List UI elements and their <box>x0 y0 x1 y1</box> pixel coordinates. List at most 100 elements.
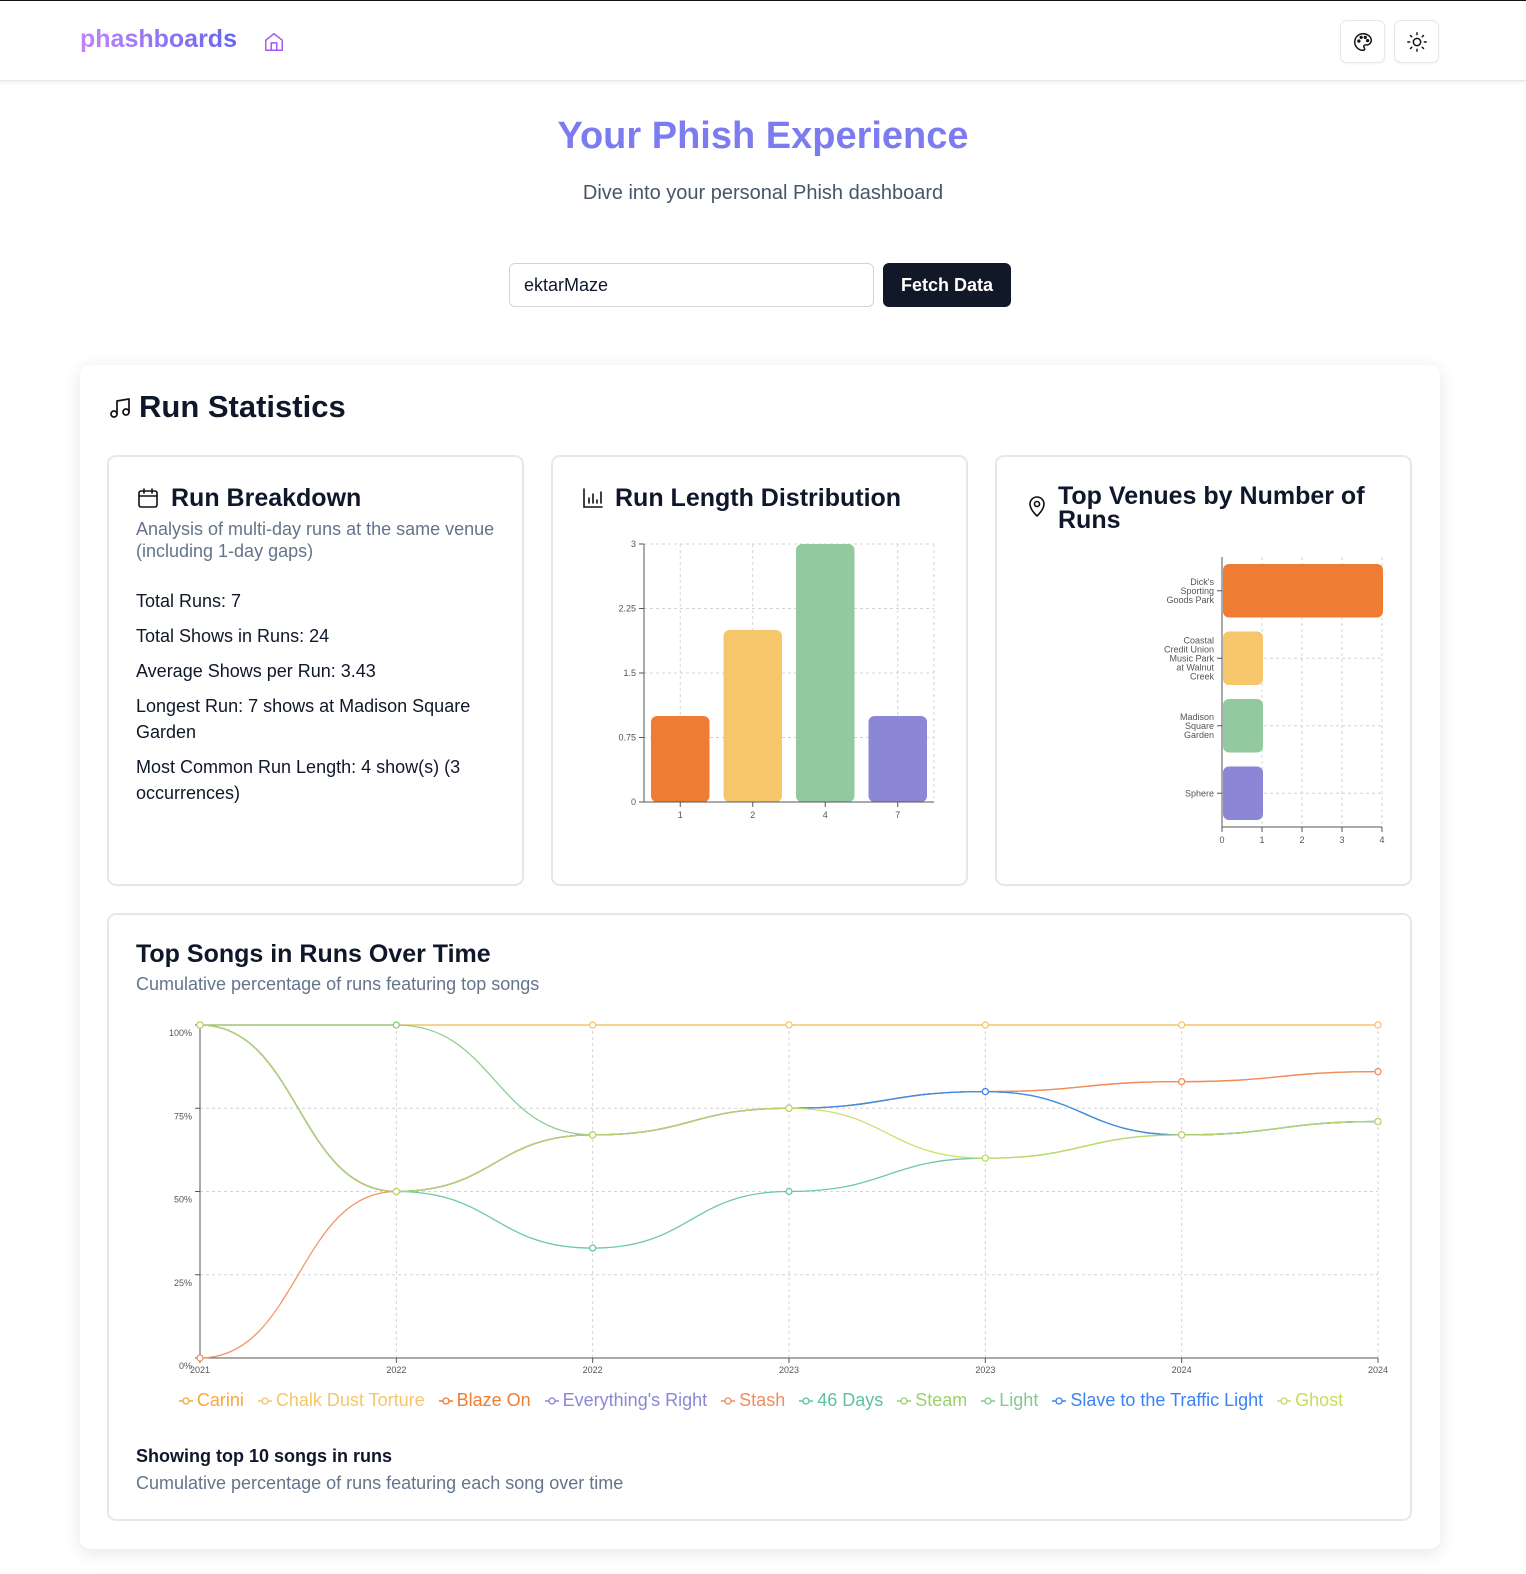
x-tick-label: 2024 <box>1368 1365 1388 1375</box>
point-ghost <box>196 1021 204 1029</box>
point-ghost <box>981 1154 989 1162</box>
y-tick-label: Coastal Credit Union Music Park at Walnut Cr… <box>1164 635 1215 681</box>
legend-label: 46 Days <box>817 1390 884 1410</box>
point-46-days <box>785 1187 793 1196</box>
top-songs-card <box>107 913 1412 1521</box>
legend-item-46-days[interactable]: 46 Days <box>799 1390 883 1411</box>
top-venues-chart: 0 1 2 3 4 Dick's Sporting Goods Park Coastal Cred… <box>1164 557 1385 845</box>
x-tick-label: 2021 <box>190 1365 210 1375</box>
card-title: Run Length Distribution <box>615 484 902 512</box>
legend-label: Everything's Right <box>562 1390 708 1410</box>
run-length-chart: 0 0.75 1.5 2.25 3 1 2 4 7 <box>618 539 935 820</box>
card-description: Cumulative percentage of runs featuring … <box>136 974 540 994</box>
legend-swatch <box>438 1396 453 1405</box>
x-tick-label: 4 <box>823 810 828 820</box>
legend-item-stash[interactable]: Stash <box>721 1390 785 1411</box>
point-stash <box>196 1354 204 1362</box>
y-tick-label: Sphere <box>1185 788 1214 798</box>
top-navbar: phashboards <box>0 0 1526 81</box>
y-tick-label: 1.5 <box>623 668 636 678</box>
legend-item-light[interactable]: Light <box>981 1390 1038 1411</box>
bar-venue <box>1223 766 1263 820</box>
point-ghost <box>589 1131 597 1139</box>
card-title: Top Venues by Number of Runs <box>1058 482 1365 534</box>
point-slave-to-the-traffic-light <box>981 1087 989 1096</box>
brand-logo[interactable]: phashboards <box>80 25 237 53</box>
legend-swatch <box>1277 1396 1292 1405</box>
legend-item-everything-s-right[interactable]: Everything's Right <box>544 1390 708 1411</box>
legend-label: Slave to the Traffic Light <box>1070 1390 1264 1410</box>
home-icon[interactable] <box>263 31 285 53</box>
legend-swatch <box>897 1396 912 1405</box>
stat-common-length: Most Common Run Length: 4 show(s) (3 occ… <box>136 757 461 803</box>
legend-item-carini[interactable]: Carini <box>178 1390 244 1411</box>
legend-swatch <box>178 1396 193 1405</box>
top-venues-card <box>995 455 1412 886</box>
card-description: Analysis of multi-day runs at the same v… <box>136 519 495 561</box>
chart-footer-subtitle: Cumulative percentage of runs featuring … <box>136 1473 624 1493</box>
y-tick-label: 0 <box>631 797 636 807</box>
point-chalk-dust-torture <box>1374 1021 1382 1029</box>
point-ghost <box>392 1187 400 1196</box>
legend-item-slave-to-the-traffic-light[interactable]: Slave to the Traffic Light <box>1052 1390 1263 1411</box>
x-tick-label: 2022 <box>386 1365 406 1375</box>
card-title: Run Breakdown <box>171 484 362 512</box>
stat-total-shows: Total Shows in Runs: 24 <box>136 626 330 646</box>
legend-swatch <box>544 1396 559 1405</box>
chart-legend: Carini Chalk Dust Torture Blaze On Everythi… <box>136 1390 1386 1411</box>
y-tick-label: 25% <box>174 1278 192 1288</box>
y-tick-label: 100% <box>169 1028 192 1038</box>
username-input[interactable] <box>509 263 874 307</box>
legend-item-chalk-dust-torture[interactable]: Chalk Dust Torture <box>257 1390 425 1411</box>
legend-item-steam[interactable]: Steam <box>897 1390 967 1411</box>
y-tick-label: Madison Square Garden <box>1180 712 1214 740</box>
x-tick-label: 2023 <box>779 1365 799 1375</box>
bar-4 <box>796 544 855 802</box>
legend-label: Ghost <box>1295 1390 1344 1410</box>
palette-icon <box>1353 32 1372 51</box>
x-tick-label: 2022 <box>583 1365 603 1375</box>
fetch-data-button[interactable]: Fetch Data <box>883 263 1011 307</box>
bar-7 <box>868 716 927 802</box>
x-tick-label: 2 <box>750 810 755 820</box>
x-tick-label: 3 <box>1339 835 1344 845</box>
y-tick-label: 50% <box>174 1195 192 1205</box>
point-light <box>392 1021 400 1029</box>
point-ghost <box>785 1104 793 1112</box>
point-46-days <box>589 1244 597 1252</box>
legend-label: Light <box>999 1390 1039 1410</box>
x-tick-label: 1 <box>678 810 683 820</box>
sun-icon <box>1406 31 1427 52</box>
chart-footer-title: Showing top 10 songs in runs <box>136 1446 393 1466</box>
x-tick-label: 2 <box>1299 835 1304 845</box>
x-tick-label: 2024 <box>1172 1365 1192 1375</box>
page-title: Your Phish Experience <box>557 115 969 157</box>
theme-toggle-button[interactable] <box>1394 20 1439 63</box>
point-chalk-dust-torture <box>785 1021 793 1029</box>
top-songs-chart: 0% 25% 50% 75% 100% 2021 2022 2022 2023 2023 2024 2… <box>169 1021 1388 1375</box>
bar-venue <box>1223 699 1263 753</box>
y-tick-label: Dick's Sporting Goods Park <box>1166 577 1214 605</box>
legend-item-blaze-on[interactable]: Blaze On <box>438 1390 531 1411</box>
legend-item-ghost[interactable]: Ghost <box>1277 1390 1343 1411</box>
legend-label: Chalk Dust Torture <box>275 1390 425 1410</box>
bar-venue <box>1223 631 1263 685</box>
y-tick-label: 0.75 <box>618 733 636 743</box>
stat-average-shows: Average Shows per Run: 3.43 <box>136 661 376 681</box>
y-tick-label: 75% <box>174 1111 192 1121</box>
x-tick-label: 0 <box>1219 835 1224 845</box>
stat-total-runs: Total Runs: 7 <box>136 591 242 611</box>
legend-swatch <box>1052 1396 1067 1405</box>
palette-button[interactable] <box>1340 20 1385 63</box>
section-title: Run Statistics <box>139 389 346 424</box>
music-note-icon <box>110 398 130 418</box>
point-chalk-dust-torture <box>981 1021 989 1029</box>
card-title: Top Songs in Runs Over Time <box>136 940 491 968</box>
point-stash <box>1178 1078 1186 1086</box>
page-subtitle: Dive into your personal Phish dashboard <box>582 182 944 204</box>
y-tick-label: 3 <box>631 539 636 549</box>
point-ghost <box>1178 1131 1186 1139</box>
legend-swatch <box>721 1396 736 1405</box>
calendar-icon <box>138 488 158 508</box>
point-chalk-dust-torture <box>1178 1021 1186 1029</box>
